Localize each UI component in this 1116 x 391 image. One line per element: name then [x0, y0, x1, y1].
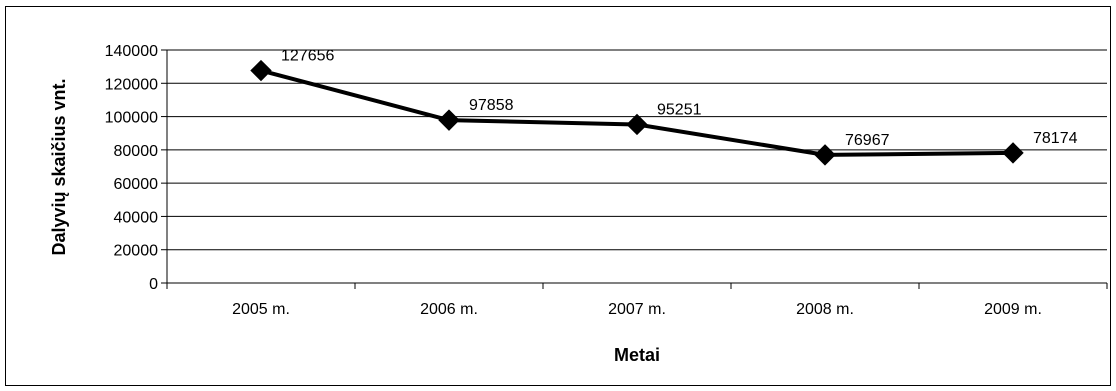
y-tick-label: 20000 — [114, 243, 159, 260]
y-tick-label: 80000 — [114, 143, 159, 160]
data-label: 76967 — [845, 132, 890, 149]
gridlines — [167, 49, 1107, 251]
y-tick-label: 40000 — [114, 209, 159, 226]
y-tick-label: 140000 — [105, 43, 158, 60]
y-tick-label: 100000 — [105, 110, 158, 127]
data-label: 78174 — [1033, 130, 1078, 147]
x-tick-label: 2005 m. — [232, 301, 290, 318]
data-point-marker — [250, 59, 272, 82]
series — [250, 59, 1024, 166]
axes — [161, 49, 1108, 289]
data-labels: 127656 97858 95251 76967 78174 — [281, 48, 1078, 149]
y-tick-label: 0 — [149, 276, 158, 293]
y-tick-labels: 0 20000 40000 60000 80000 100000 120000 140000 — [105, 43, 158, 293]
data-point-marker — [1002, 142, 1024, 164]
data-label: 95251 — [657, 101, 702, 118]
x-tick-label: 2006 m. — [420, 301, 478, 318]
x-tick-labels: 2005 m. 2006 m. 2007 m. 2008 m. 2009 m. — [232, 301, 1042, 318]
data-point-marker — [438, 109, 460, 131]
x-axis-title: Metai — [614, 345, 660, 365]
x-tick-label: 2009 m. — [984, 301, 1042, 318]
x-tick-label: 2008 m. — [796, 301, 854, 318]
y-tick-label: 120000 — [105, 76, 158, 93]
data-point-marker — [814, 144, 836, 166]
y-tick-label: 60000 — [114, 176, 159, 193]
data-point-marker — [626, 113, 648, 136]
x-tick-label: 2007 m. — [608, 301, 666, 318]
data-label: 127656 — [281, 48, 334, 65]
data-label: 97858 — [469, 97, 514, 114]
y-axis-title: Dalyvių skaičius vnt. — [49, 78, 69, 255]
chart-frame — [5, 6, 1111, 386]
